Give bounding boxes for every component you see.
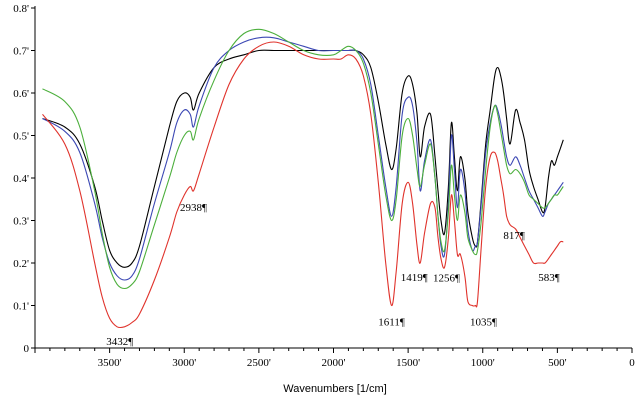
y-tick-label: 0.2' [13,258,29,270]
peak-label: 1611¶ [378,317,405,329]
y-tick-label: 0.5' [13,131,29,143]
y-tick-label: 0 [24,343,30,355]
x-tick-label: 2500' [247,357,271,369]
x-tick-label: 1000' [471,357,495,369]
y-tick-label: 0.1' [13,301,29,313]
spectrum-series-line-1 [42,49,564,268]
y-tick-label: 0.8' [13,3,29,15]
x-tick-label: 500' [548,357,567,369]
peak-label: 1419¶ [401,272,428,284]
x-tick-label: 1500' [396,357,420,369]
peak-label: 583¶ [538,272,560,284]
peak-label: 2938¶ [180,202,207,214]
x-axis-title: Wavenumbers [1/cm] [283,383,387,395]
spectrum-series-line-3 [42,28,564,290]
peak-label: 817¶ [503,230,525,242]
y-tick-label: 0.3' [13,216,29,228]
axes-group: 0 0.1' 0.2' 0.3' 0.4' 0.5' 0.6' 0.7' 0.8' 3500' 30… [13,3,635,369]
y-tick-label: 0.7' [13,46,29,58]
x-tick-label: 3000' [172,357,196,369]
peak-annotations-group: 3432¶ 2938¶ 1611¶ 1419¶ 1256¶ 1035¶ 817¶ 583¶ [106,202,559,348]
spectrum-series-line-4 [42,41,564,329]
x-tick-label: 3500' [98,357,122,369]
y-tick-label: 0.6' [13,88,29,100]
peak-label: 1035¶ [470,317,497,329]
peak-label: 3432¶ [106,336,133,348]
y-tick-label: 0.4' [13,173,29,185]
spectrum-series-line-2 [42,36,564,281]
spectrum-series-group [42,28,564,329]
x-tick-label: 0 [629,357,635,369]
x-tick-label: 2000' [322,357,346,369]
peak-label: 1256¶ [433,272,460,284]
